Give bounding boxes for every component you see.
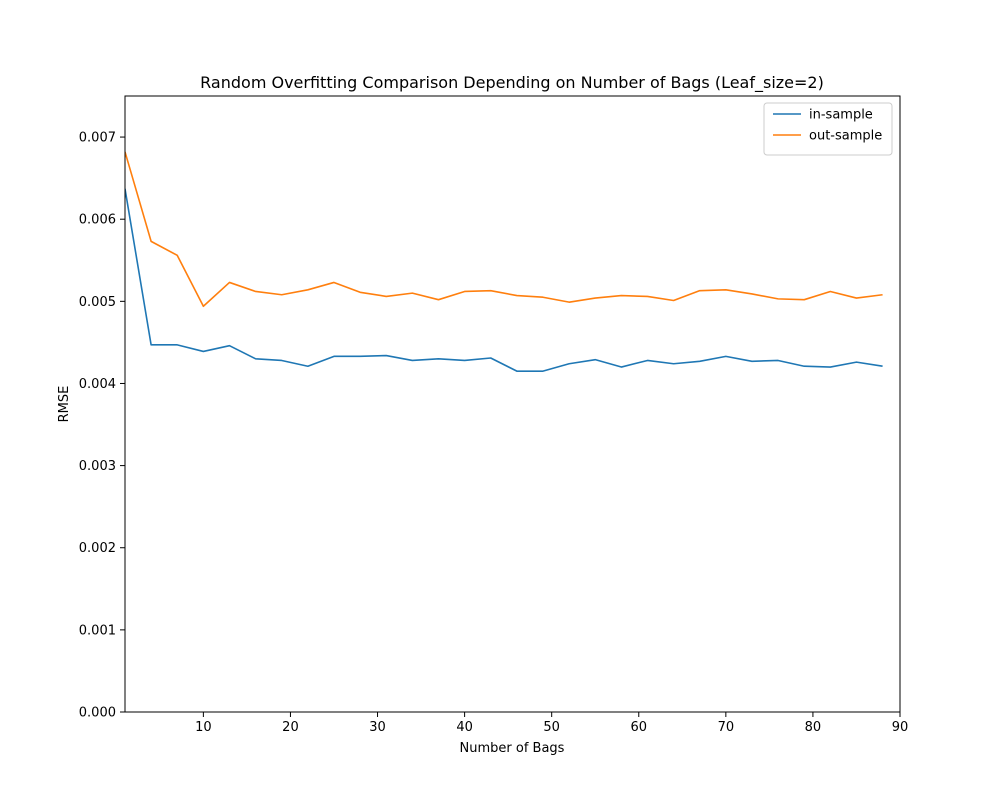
y-tick-label: 0.004 [79,377,116,392]
legend-label-out-sample: out-sample [809,129,882,144]
axes-spines [124,95,901,713]
x-tick-label: 40 [456,720,473,735]
series-line-in-sample [125,188,883,372]
legend-label-in-sample: in-sample [809,108,873,123]
plot-area [125,96,900,712]
x-tick-label: 20 [282,720,299,735]
x-tick-label: 60 [630,720,647,735]
y-tick-label: 0.000 [79,706,116,721]
x-tick-label: 50 [543,720,560,735]
legend-box [763,102,893,156]
y-tick-label: 0.006 [79,213,116,228]
series-line-out-sample [125,151,883,308]
series-group [125,151,883,372]
x-tick-label: 30 [369,720,386,735]
x-tick-label: 10 [195,720,212,735]
y-tick-label: 0.003 [79,459,116,474]
chart-title: Random Overfitting Comparison Depending … [200,73,824,93]
y-tick-label: 0.005 [79,295,116,310]
axes-frame [124,95,901,713]
y-tick-label: 0.002 [79,541,116,556]
x-tick-label: 70 [718,720,735,735]
plot-background [125,96,900,712]
x-axis: 10 20 30 40 50 60 70 80 90 [195,712,908,735]
y-axis-label: RMSE [57,386,72,423]
x-tick-label: 80 [805,720,822,735]
x-tick-label: 90 [892,720,909,735]
y-tick-label: 0.001 [79,623,116,638]
x-axis-label: Number of Bags [460,741,565,756]
legend: in-sample out-sample [763,102,893,156]
y-axis: 0.000 0.001 0.002 0.003 0.004 0.005 0.006 0.007 [79,131,125,721]
y-tick-label: 0.007 [79,131,116,146]
